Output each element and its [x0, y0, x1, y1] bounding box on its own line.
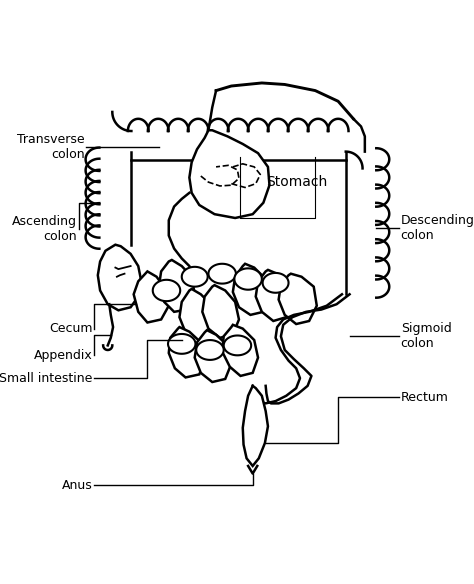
Polygon shape — [159, 260, 195, 312]
Text: Stomach: Stomach — [265, 175, 327, 189]
Polygon shape — [279, 274, 317, 324]
Polygon shape — [153, 280, 180, 301]
Text: Ascending
colon: Ascending colon — [12, 215, 77, 244]
Polygon shape — [190, 130, 270, 218]
Text: Sigmoid
colon: Sigmoid colon — [401, 322, 451, 350]
Polygon shape — [195, 330, 231, 382]
Polygon shape — [233, 264, 270, 315]
Polygon shape — [263, 273, 289, 293]
Polygon shape — [180, 289, 216, 342]
Text: Small intestine: Small intestine — [0, 371, 92, 385]
Text: Appendix: Appendix — [34, 349, 92, 362]
Polygon shape — [169, 327, 205, 377]
Polygon shape — [202, 285, 239, 338]
Polygon shape — [224, 335, 251, 355]
Polygon shape — [243, 386, 268, 466]
Polygon shape — [134, 272, 169, 322]
Polygon shape — [182, 267, 208, 287]
Text: Descending
colon: Descending colon — [401, 214, 474, 242]
Text: Rectum: Rectum — [401, 391, 448, 404]
Text: Transverse
colon: Transverse colon — [17, 133, 85, 161]
Polygon shape — [235, 269, 262, 290]
Polygon shape — [98, 245, 141, 310]
Polygon shape — [256, 270, 292, 321]
Polygon shape — [209, 264, 236, 284]
Polygon shape — [168, 334, 195, 354]
Polygon shape — [222, 325, 258, 376]
Polygon shape — [196, 340, 224, 360]
Text: Anus: Anus — [62, 478, 92, 492]
Text: Cecum: Cecum — [49, 322, 92, 335]
